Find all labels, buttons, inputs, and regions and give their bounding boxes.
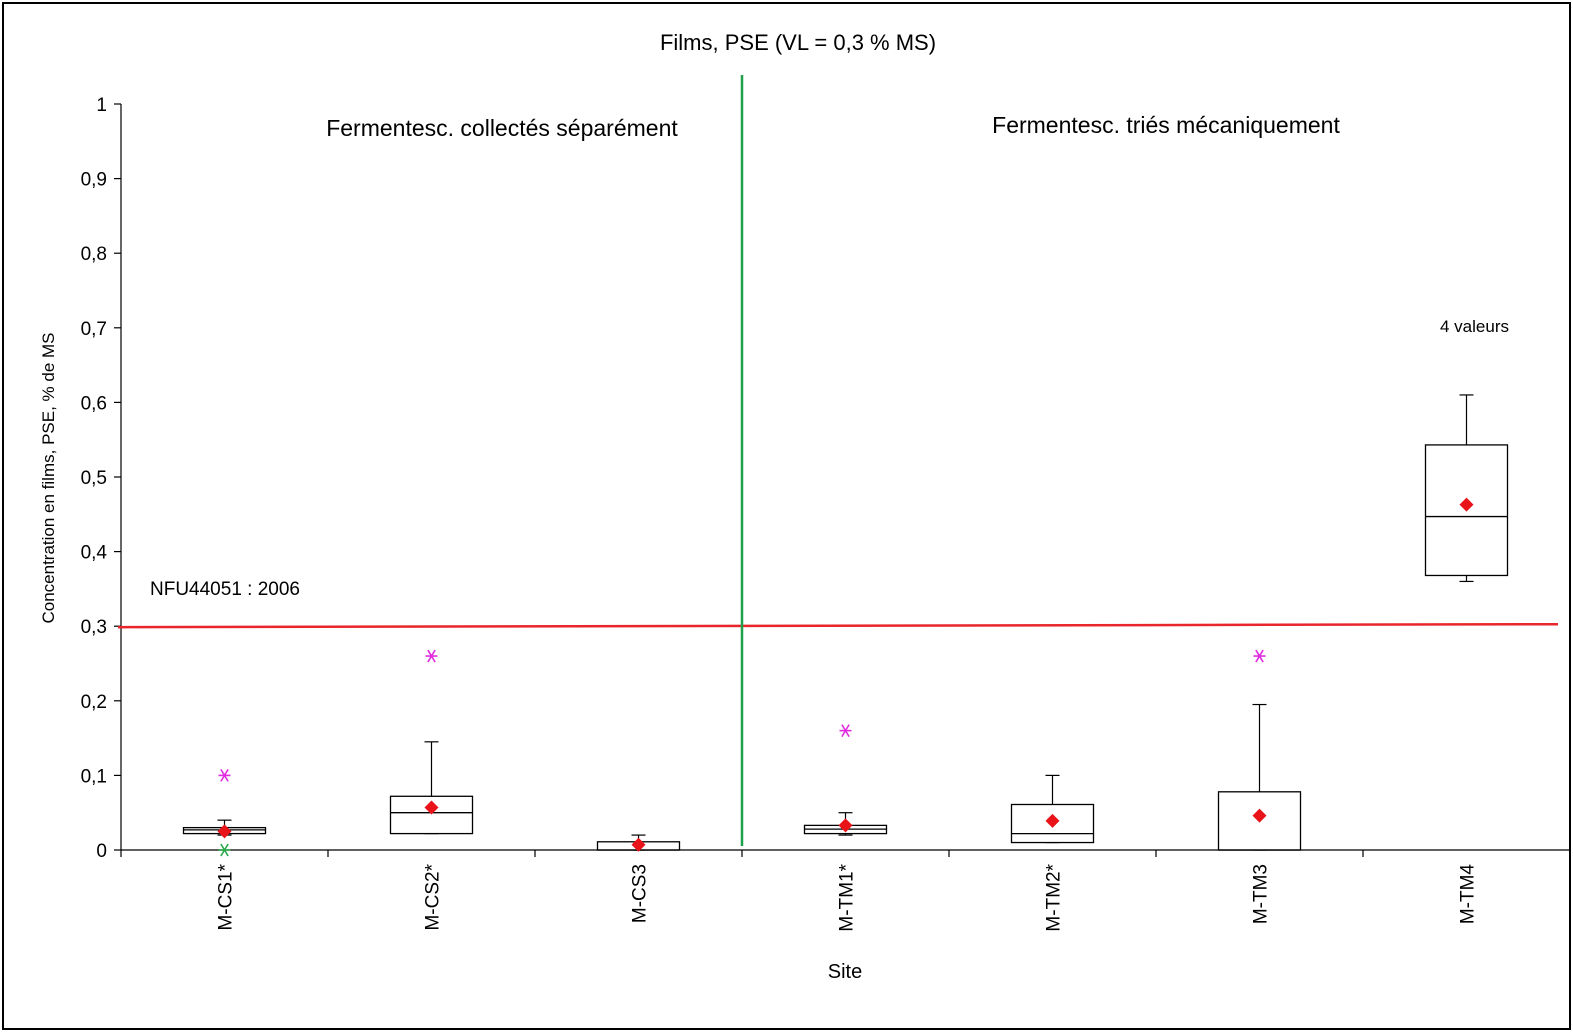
reference-line bbox=[117, 622, 1559, 629]
y-tick-label: 0,9 bbox=[81, 170, 107, 191]
y-tick-label: 0,3 bbox=[81, 617, 107, 638]
outlier-high bbox=[425, 649, 438, 663]
mean-marker bbox=[631, 837, 646, 852]
outlier-stroke bbox=[841, 724, 850, 738]
y-tick-label: 0,2 bbox=[81, 692, 107, 713]
outlier-stroke bbox=[427, 649, 436, 663]
x-tick-label: M-CS1* bbox=[216, 863, 237, 930]
outlier-stroke bbox=[220, 768, 229, 782]
group-label-right: Fermentesc. triés mécaniquement bbox=[992, 112, 1340, 138]
outlier-high bbox=[1253, 649, 1266, 663]
mean-marker bbox=[1045, 813, 1060, 828]
y-tick-label: 0,8 bbox=[81, 244, 107, 265]
mean-marker bbox=[424, 800, 439, 815]
y-tick-label: 0,6 bbox=[81, 393, 107, 414]
box-item bbox=[1217, 649, 1302, 851]
x-tick-label: M-TM1* bbox=[837, 863, 858, 931]
x-axis-label: Site bbox=[828, 961, 862, 983]
x-ticks: M-CS1* M-CS2* M-CS3 M-TM1* M-TM2* M-TM3 M-TM4 bbox=[120, 850, 1571, 932]
mean-marker bbox=[1459, 497, 1474, 512]
annotation-text: 4 valeurs bbox=[1440, 317, 1509, 336]
y-tick-label: 0,1 bbox=[81, 766, 107, 787]
y-tick-label: 0,7 bbox=[81, 319, 107, 340]
box-item bbox=[803, 724, 888, 836]
box-item bbox=[182, 768, 267, 857]
box-item bbox=[1424, 394, 1509, 583]
box-item bbox=[389, 649, 474, 835]
box-item bbox=[596, 834, 681, 852]
outlier-stroke bbox=[1255, 649, 1264, 663]
annotations: 4 valeurs bbox=[1440, 317, 1509, 336]
mean-marker bbox=[838, 818, 853, 833]
mean-marker bbox=[217, 824, 232, 839]
y-tick-label: 0 bbox=[96, 841, 107, 862]
box-item bbox=[1010, 774, 1095, 844]
outlier-high bbox=[218, 768, 231, 782]
y-tick-label: 1 bbox=[96, 95, 107, 116]
y-ticks: 0 0,1 0,2 0,3 0,4 0,5 0,6 0,7 0,8 0,9 1 bbox=[81, 95, 121, 862]
x-tick-label: M-TM4 bbox=[1458, 864, 1479, 925]
reference-line-group: NFU44051 : 2006 bbox=[117, 579, 1559, 629]
mean-marker bbox=[1252, 808, 1267, 823]
y-tick-label: 0,5 bbox=[81, 468, 107, 489]
chart-title: Films, PSE (VL = 0,3 % MS) bbox=[660, 30, 936, 55]
x-tick-label: M-CS2* bbox=[423, 863, 444, 930]
y-axis-label: Concentration en films, PSE, % de MS bbox=[39, 332, 58, 623]
outlier-high bbox=[839, 724, 852, 738]
outlier-low bbox=[218, 843, 231, 857]
reference-line-label: NFU44051 : 2006 bbox=[150, 579, 300, 600]
box-rect bbox=[389, 795, 474, 835]
x-tick-label: M-TM2* bbox=[1044, 863, 1065, 931]
group-label-left: Fermentesc. collectés séparément bbox=[326, 115, 678, 141]
x-tick-label: M-CS3 bbox=[630, 864, 651, 923]
outlier-stroke bbox=[220, 843, 229, 857]
y-tick-label: 0,4 bbox=[81, 543, 108, 564]
box-series bbox=[182, 394, 1509, 857]
x-tick-label: M-TM3 bbox=[1251, 864, 1272, 924]
